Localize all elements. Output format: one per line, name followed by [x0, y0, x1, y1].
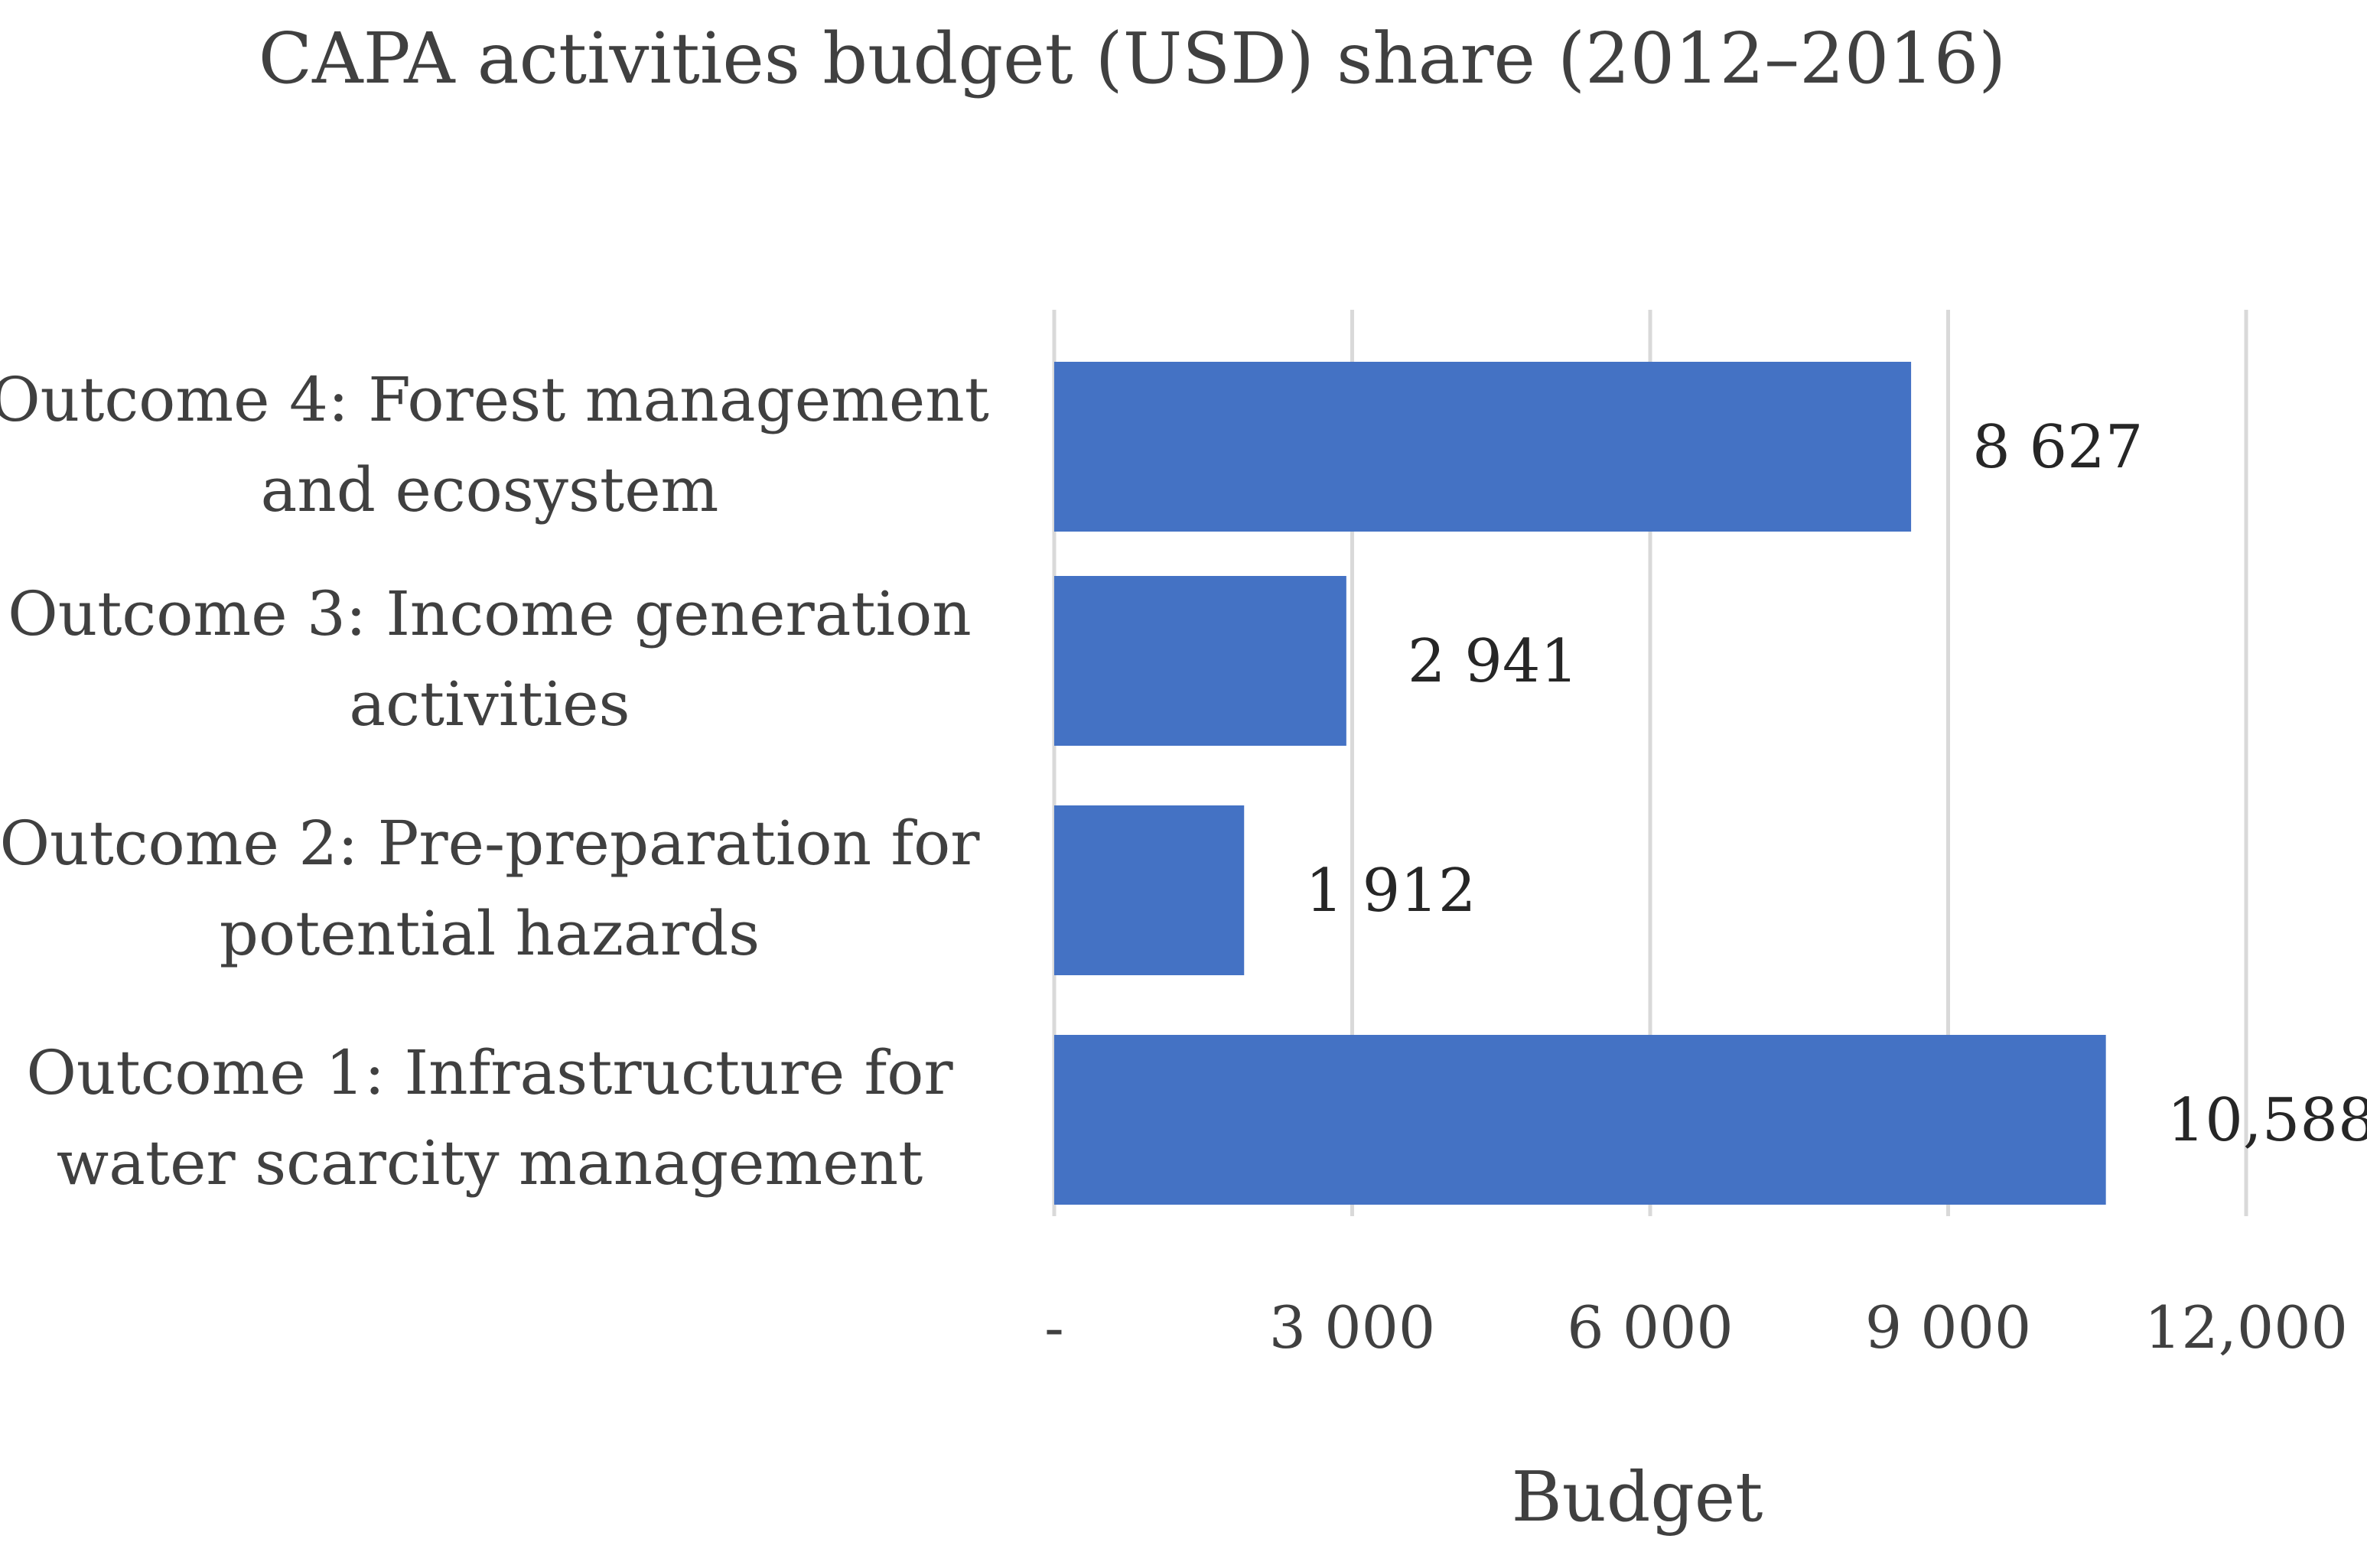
bar-3 — [1054, 1035, 2106, 1205]
category-label-2-line2: potential hazards — [220, 898, 760, 969]
bar-2 — [1054, 805, 1245, 975]
data-label-1: 2 941 — [1408, 627, 1578, 696]
category-labels: Outcome 4: Forest management and ecosyste… — [0, 364, 989, 1199]
category-label-1-line2: activities — [349, 669, 630, 740]
x-tick-label-4: 12,000 — [2144, 1293, 2348, 1361]
data-label-3: 10,588 — [2167, 1086, 2367, 1155]
x-tick-label-2: 6 000 — [1567, 1293, 1734, 1361]
category-label-0-line2: and ecosystem — [261, 454, 719, 525]
x-tick-labels: - 3 000 6 000 9 000 12,000 — [1044, 1293, 2348, 1361]
x-tick-label-0: - — [1044, 1293, 1064, 1361]
bars — [1054, 362, 2106, 1205]
data-label-0: 8 627 — [1972, 413, 2143, 482]
data-labels: 8 627 2 941 1 912 10,588 — [1305, 413, 2367, 1155]
category-label-2-line1: Outcome 2: Pre-preparation for — [0, 808, 980, 879]
bar-0 — [1054, 362, 1912, 532]
bar-1 — [1054, 576, 1346, 746]
x-tick-label-1: 3 000 — [1269, 1293, 1436, 1361]
chart-title: CAPA activities budget (USD) share (2012… — [259, 18, 2006, 99]
x-tick-label-3: 9 000 — [1865, 1293, 2032, 1361]
category-label-0-line1: Outcome 4: Forest management — [0, 364, 989, 435]
category-label-1-line1: Outcome 3: Income generation — [8, 578, 972, 649]
x-axis-title: Budget — [1512, 1457, 1763, 1537]
category-label-3-line1: Outcome 1: Infrastructure for — [26, 1037, 953, 1108]
data-label-2: 1 912 — [1305, 857, 1476, 926]
category-label-3-line2: water scarcity management — [57, 1127, 923, 1199]
